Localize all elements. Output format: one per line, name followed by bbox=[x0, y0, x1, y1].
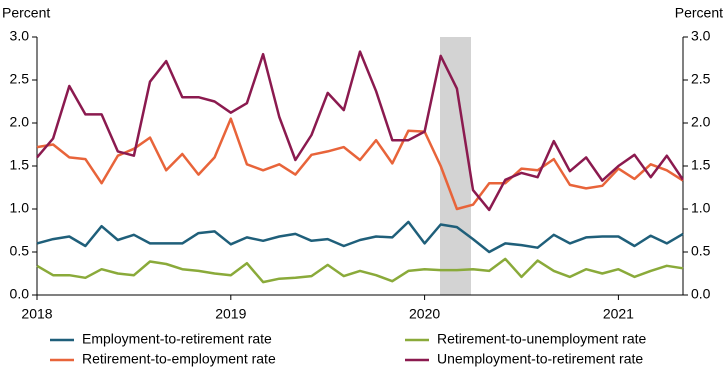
y2-tick-label: 1.0 bbox=[691, 200, 711, 216]
y2-axis-title: Percent bbox=[675, 5, 723, 21]
y2-tick-label: 0.5 bbox=[691, 243, 711, 259]
line-series bbox=[36, 220, 684, 254]
y2-tick-label: 1.5 bbox=[691, 157, 711, 173]
y-tick-label: 1.0 bbox=[10, 200, 30, 216]
y-tick-label: 1.5 bbox=[10, 157, 30, 173]
line-series bbox=[36, 50, 685, 212]
y2-tick-label: 0.0 bbox=[691, 286, 711, 302]
y2-tick-label: 2.5 bbox=[691, 71, 711, 87]
x-tick-label: 2018 bbox=[21, 306, 52, 322]
y-axis-title: Percent bbox=[2, 5, 50, 21]
y2-tick-label: 3.0 bbox=[691, 28, 711, 44]
x-tick-label: 2021 bbox=[603, 306, 634, 322]
y-tick-label: 3.0 bbox=[10, 28, 30, 44]
legend-label: Retirement-to-unemployment rate bbox=[437, 331, 647, 347]
line-series bbox=[36, 117, 684, 211]
legend-label: Employment-to-retirement rate bbox=[82, 331, 272, 347]
x-tick-label: 2020 bbox=[409, 306, 440, 322]
x-tick-label: 2019 bbox=[215, 306, 246, 322]
y2-tick-label: 2.0 bbox=[691, 114, 711, 130]
y-tick-label: 0.5 bbox=[10, 243, 30, 259]
y-tick-label: 2.0 bbox=[10, 114, 30, 130]
y-tick-label: 0.0 bbox=[10, 286, 30, 302]
y-tick-label: 2.5 bbox=[10, 71, 30, 87]
recession-shade bbox=[440, 37, 471, 295]
legend-label: Unemployment-to-retirement rate bbox=[437, 351, 643, 367]
line-series bbox=[36, 257, 684, 284]
legend-label: Retirement-to-employment rate bbox=[82, 351, 276, 367]
